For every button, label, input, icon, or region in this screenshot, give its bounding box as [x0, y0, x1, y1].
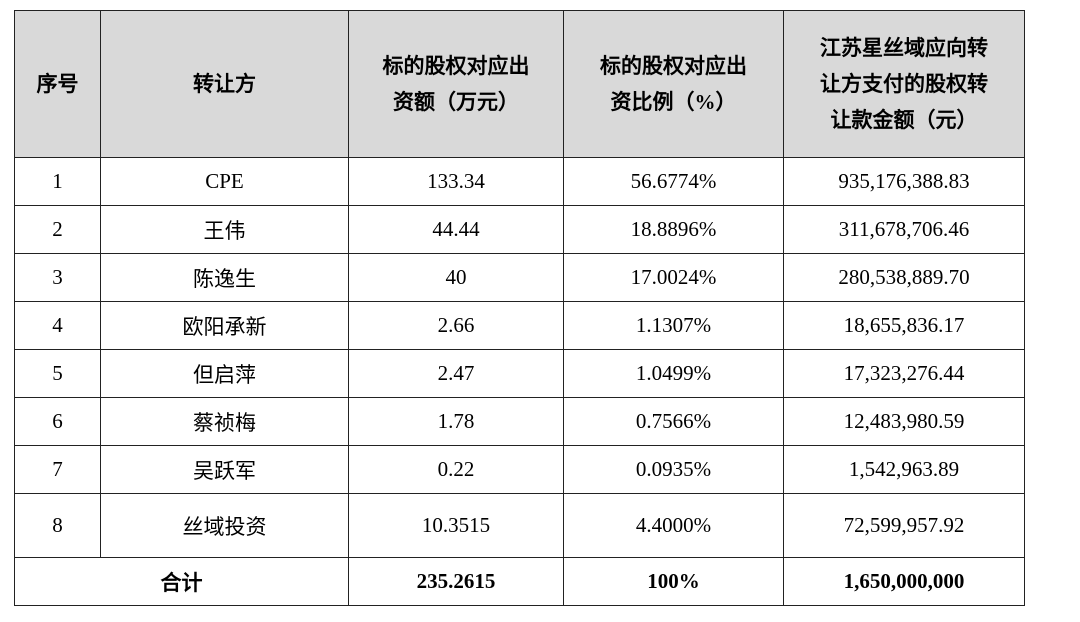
table-row: 7 吴跃军 0.22 0.0935% 1,542,963.89 [14, 445, 1025, 494]
header-cell: 标的股权对应出 资比例（%） [563, 10, 784, 158]
table-cell: 10.3515 [348, 493, 564, 558]
table-cell: 4.4000% [563, 493, 784, 558]
table-cell: 2.47 [348, 349, 564, 398]
table-cell: 935,176,388.83 [783, 157, 1025, 206]
table-cell: 7 [14, 445, 101, 494]
table-cell: 1.1307% [563, 301, 784, 350]
table-cell: CPE [100, 157, 349, 206]
table-cell: 17,323,276.44 [783, 349, 1025, 398]
table-cell: 丝域投资 [100, 493, 349, 558]
header-line: 序号 [36, 72, 79, 96]
table-row: 2 王伟 44.44 18.8896% 311,678,706.46 [14, 205, 1025, 254]
header-cell: 江苏星丝域应向转 让方支付的股权转 让款金额（元） [783, 10, 1025, 158]
table-cell: 18.8896% [563, 205, 784, 254]
table-body: 序号 转让方 标的股权对应出 资额（万元） 标的股权对应出 资比例（%） 江苏星丝域应向转让… [14, 10, 1025, 606]
table-cell: 72,599,957.92 [783, 493, 1025, 558]
total-cell: 100% [563, 557, 784, 606]
table-cell: 6 [14, 397, 101, 446]
table-cell: 4 [14, 301, 101, 350]
table-cell: 1.0499% [563, 349, 784, 398]
table-cell: 12,483,980.59 [783, 397, 1025, 446]
header-line: 资比例（%） [610, 90, 737, 114]
header-cell: 转让方 [100, 10, 349, 158]
table-cell: 1.78 [348, 397, 564, 446]
header-line: 标的股权对应出 [382, 54, 530, 78]
table-cell: 1 [14, 157, 101, 206]
table-cell: 1,542,963.89 [783, 445, 1025, 494]
table-row: 8 丝域投资 10.3515 4.4000% 72,599,957.92 [14, 493, 1025, 558]
table-row: 3 陈逸生 40 17.0024% 280,538,889.70 [14, 253, 1025, 302]
header-line: 标的股权对应出 [600, 54, 747, 78]
total-cell: 235.2615 [348, 557, 564, 606]
header-line: 资额（万元） [393, 90, 519, 114]
table-row: 5 但启萍 2.47 1.0499% 17,323,276.44 [14, 349, 1025, 398]
table-cell: 44.44 [348, 205, 564, 254]
table-cell: 17.0024% [563, 253, 784, 302]
table-cell: 18,655,836.17 [783, 301, 1025, 350]
header-line: 让方支付的股权转 [820, 72, 988, 96]
total-cell: 合计 [14, 557, 349, 606]
table-cell: 0.7566% [563, 397, 784, 446]
table-cell: 311,678,706.46 [783, 205, 1025, 254]
header-row: 序号 转让方 标的股权对应出 资额（万元） 标的股权对应出 资比例（%） 江苏星丝域应向转让… [14, 10, 1025, 158]
table-cell: 56.6774% [563, 157, 784, 206]
table-cell: 2.66 [348, 301, 564, 350]
table-row: 4 欧阳承新 2.66 1.1307% 18,655,836.17 [14, 301, 1025, 350]
equity-table: 序号 转让方 标的股权对应出 资额（万元） 标的股权对应出 资比例（%） 江苏星丝域应向转让… [14, 10, 1025, 606]
header-line: 江苏星丝域应向转 [820, 36, 988, 60]
table-cell: 40 [348, 253, 564, 302]
header-cell: 标的股权对应出 资额（万元） [348, 10, 564, 158]
table-cell: 蔡祯梅 [100, 397, 349, 446]
table-cell: 133.34 [348, 157, 564, 206]
header-line: 转让方 [193, 72, 256, 96]
table-cell: 但启萍 [100, 349, 349, 398]
total-cell: 1,650,000,000 [783, 557, 1025, 606]
table-cell: 0.22 [348, 445, 564, 494]
table-cell: 0.0935% [563, 445, 784, 494]
table-cell: 5 [14, 349, 101, 398]
table-cell: 2 [14, 205, 101, 254]
table-row: 6 蔡祯梅 1.78 0.7566% 12,483,980.59 [14, 397, 1025, 446]
table-cell: 陈逸生 [100, 253, 349, 302]
table-cell: 8 [14, 493, 101, 558]
table-cell: 280,538,889.70 [783, 253, 1025, 302]
table-row: 1 CPE 133.34 56.6774% 935,176,388.83 [14, 157, 1025, 206]
table-cell: 3 [14, 253, 101, 302]
table-cell: 吴跃军 [100, 445, 349, 494]
header-line: 让款金额（元） [830, 108, 978, 132]
table-cell: 欧阳承新 [100, 301, 349, 350]
total-row: 合计 235.2615 100% 1,650,000,000 [14, 557, 1025, 606]
header-cell: 序号 [14, 10, 101, 158]
table-cell: 王伟 [100, 205, 349, 254]
